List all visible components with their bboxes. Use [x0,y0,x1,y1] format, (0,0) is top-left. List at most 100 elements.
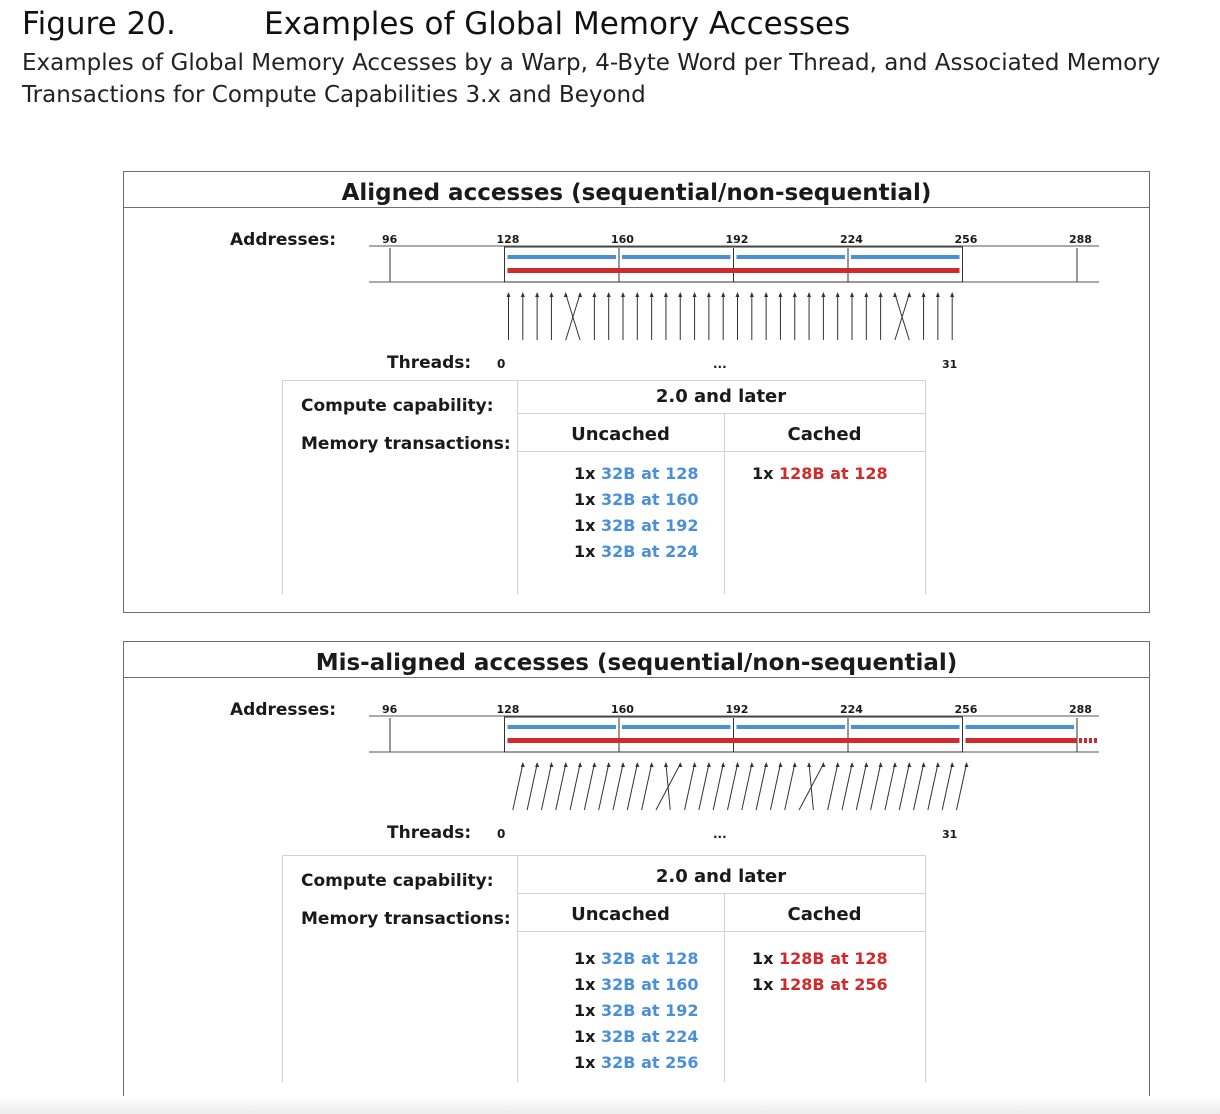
address-tick-label: 192 [726,703,749,716]
thread-arrowhead [878,762,883,767]
thread-arrowhead [950,292,955,297]
transactions-table: Compute capability: Memory transactions:… [282,855,926,1082]
thread-arrowhead [549,292,554,297]
thread-arrow [684,763,696,811]
thread-arrow [956,763,967,811]
thread-arrow [741,763,753,811]
column-divider [724,893,725,1082]
thread-arrowhead [778,762,783,767]
transaction-size: 32B at 256 [601,1053,699,1072]
transaction-count: 1x [752,975,780,994]
thread-arrowhead [749,762,754,767]
transaction-count: 1x [574,949,602,968]
thread-arrow [565,293,581,341]
thread-arrowhead [921,762,926,767]
thread-arrow [526,763,538,811]
thread-arrowhead [706,762,711,767]
thread-arrow [598,763,610,811]
thread-arrowhead [792,292,797,297]
thread-arrowhead [764,762,769,767]
thread-arrowhead [592,762,597,767]
uncached-segment-bar [736,725,845,729]
thread-arrowhead [964,762,969,767]
thread-last-index: 31 [942,828,957,841]
thread-arrow [583,763,595,811]
thread-arrowhead [749,292,754,297]
thread-arrow [894,293,910,341]
thread-arrowhead [706,292,711,297]
cached-segment-bar [507,268,960,273]
thread-arrowhead [563,762,568,767]
transaction-entry: 1x 32B at 160 [574,487,698,513]
threads-label: Threads: [387,353,471,373]
uncached-segment-bar [622,725,731,729]
figure-title: Examples of Global Memory Accesses [264,6,851,42]
transaction-size: 128B at 128 [779,949,888,968]
transaction-entry: 1x 32B at 224 [574,1024,698,1050]
uncached-segment-bar [851,255,960,259]
address-tick-label: 192 [726,233,749,246]
figure-caption: Examples of Global Memory Accesses by a … [22,50,1161,108]
misaligned-accesses-panel: Mis-aligned accesses (sequential/non-seq… [123,641,1150,1109]
aligned-accesses-panel: Aligned accesses (sequential/non-sequent… [123,171,1150,613]
thread-arrowhead [835,292,840,297]
threads-label: Threads: [387,823,471,843]
thread-arrowhead [592,292,597,297]
panel-title: Mis-aligned accesses (sequential/non-seq… [124,642,1149,678]
transaction-entry: 1x 32B at 224 [574,539,698,565]
transaction-size: 128B at 256 [779,975,888,994]
uncached-segment-bar [965,725,1074,729]
thread-arrow [941,763,953,811]
thread-first-index: 0 [497,827,505,841]
thread-arrowhead [821,762,826,767]
thread-arrowhead [621,762,625,767]
compute-capability-label: Compute capability: [301,871,494,891]
memory-access-diagram: Addresses: 96 128 160 192 224 256 288 Threads: 0.… [230,700,1099,843]
thread-arrowhead [649,762,654,767]
thread-arrow [655,763,681,811]
uncached-transactions: 1x 32B at 128 1x 32B at 160 1x 32B at 192 1… [574,461,698,565]
thread-ellipsis: ... [713,827,727,841]
address-tick-label: 224 [840,703,863,716]
thread-arrowhead [535,762,540,767]
address-tick-label: 160 [611,233,634,246]
thread-arrowhead [549,762,554,767]
memory-transactions-label: Memory transactions: [301,909,511,929]
transactions-table: Compute capability: Memory transactions:… [282,380,926,594]
capability-value: 2.0 and later [655,386,787,407]
thread-arrow [769,763,781,811]
thread-arrowhead [578,762,583,767]
thread-arrowhead [807,762,812,767]
transaction-entry: 1x 32B at 128 [574,461,698,487]
thread-arrowhead [535,292,540,297]
transaction-count: 1x [752,949,780,968]
thread-arrowhead [864,292,869,297]
thread-arrowhead [935,762,940,767]
thread-arrowhead [635,762,640,767]
address-tick-label: 96 [382,703,398,716]
thread-arrowhead [692,292,697,297]
transaction-count: 1x [574,1053,602,1072]
transaction-size: 32B at 160 [601,490,699,509]
thread-arrowhead [721,762,726,767]
thread-arrowhead [878,292,883,297]
thread-arrowhead [807,292,812,297]
thread-arrow [512,763,524,811]
address-tick-label: 256 [955,703,978,716]
transaction-entry: 1x 128B at 128 [752,946,888,972]
thread-first-index: 0 [497,357,505,371]
transaction-entry: 1x 32B at 256 [574,1050,698,1076]
thread-arrowhead [778,292,783,297]
panel-title: Aligned accesses (sequential/non-sequent… [124,172,1149,208]
thread-arrow [555,763,567,811]
thread-arrowhead [935,292,940,297]
memory-access-diagram: Addresses: 96 128 160 192 224 256 288 Threads: 0.… [230,230,1099,373]
transaction-size: 32B at 128 [601,949,699,968]
thread-arrowhead [921,292,926,297]
memory-segment-box [504,716,963,753]
address-tick-label: 128 [497,703,520,716]
addresses-label: Addresses: [230,700,336,720]
thread-arrowhead [606,292,611,297]
thread-arrowhead [663,292,668,297]
column-divider [724,413,725,594]
